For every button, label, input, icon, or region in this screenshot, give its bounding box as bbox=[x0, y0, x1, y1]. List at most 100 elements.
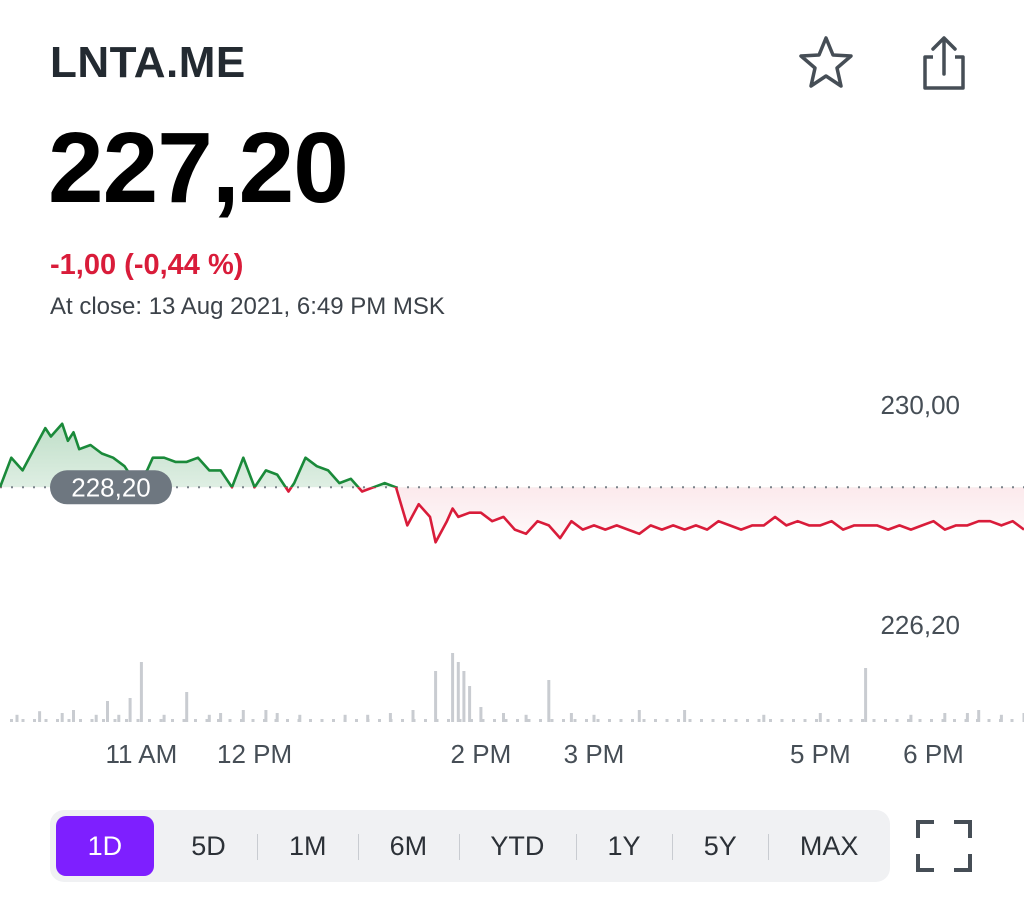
volume-bar bbox=[264, 710, 268, 722]
x-axis-tick-label: 3 PM bbox=[564, 739, 625, 769]
volume-baseline-dot bbox=[378, 719, 381, 722]
volume-baseline-dot bbox=[884, 719, 887, 722]
x-axis-tick-label: 5 PM bbox=[790, 739, 851, 769]
volume-baseline-dot bbox=[309, 719, 312, 722]
watchlist-button[interactable] bbox=[796, 33, 856, 93]
price-chart[interactable]: 228,20 230,00 226,20 11 AM 12 PM 2 PM 3 PM 5 PM… bbox=[0, 370, 1024, 770]
volume-bar bbox=[479, 707, 483, 722]
volume-baseline-dot bbox=[79, 719, 82, 722]
volume-baseline-dot bbox=[562, 719, 565, 722]
share-icon bbox=[923, 36, 965, 90]
volume-bar bbox=[219, 713, 223, 722]
volume-baseline-dot bbox=[424, 719, 427, 722]
previous-close-label: 228,20 bbox=[71, 472, 151, 502]
volume-baseline-dot bbox=[33, 719, 36, 722]
volume-baseline-dot bbox=[953, 719, 956, 722]
area-below-prev-close bbox=[285, 487, 1024, 543]
volume-bar bbox=[683, 710, 687, 722]
fullscreen-button[interactable] bbox=[912, 816, 976, 876]
range-button-5y[interactable]: 5Y bbox=[672, 816, 768, 876]
volume-bar bbox=[864, 668, 868, 722]
volume-baseline-dot bbox=[539, 719, 542, 722]
volume-bar bbox=[762, 714, 766, 722]
volume-bar bbox=[207, 714, 211, 722]
volume-baseline-dot bbox=[102, 719, 105, 722]
range-button-6m[interactable]: 6M bbox=[358, 816, 459, 876]
volume-baseline-dot bbox=[228, 719, 232, 722]
volume-baseline-dot bbox=[67, 719, 71, 722]
volume-baseline-dot bbox=[251, 719, 255, 722]
volume-baseline-dot bbox=[320, 719, 324, 722]
volume-bar bbox=[434, 671, 438, 722]
volume-baseline-dot bbox=[355, 719, 358, 722]
volume-baseline-dot bbox=[895, 719, 899, 722]
range-button-1y[interactable]: 1Y bbox=[575, 816, 672, 876]
volume-bar bbox=[298, 714, 302, 722]
volume-baseline-dot bbox=[688, 719, 692, 722]
volume-baseline-dot bbox=[941, 719, 945, 722]
range-button-max[interactable]: MAX bbox=[768, 816, 890, 876]
x-axis-tick-label: 6 PM bbox=[903, 739, 964, 769]
volume-baseline-dot bbox=[573, 719, 577, 722]
price-change: -1,00 (-0,44 %) bbox=[50, 249, 244, 281]
volume-baseline-dot bbox=[10, 719, 13, 722]
volume-baseline-dot bbox=[240, 719, 243, 722]
volume-bar bbox=[462, 671, 466, 722]
volume-baseline-dot bbox=[481, 719, 485, 722]
volume-baseline-dot bbox=[930, 719, 933, 722]
volume-bar bbox=[72, 710, 75, 722]
volume-bar bbox=[502, 713, 505, 722]
range-button-5d[interactable]: 5D bbox=[191, 830, 226, 861]
fullscreen-icon bbox=[916, 820, 972, 872]
volume-bar bbox=[411, 710, 415, 722]
volume-baseline-dot bbox=[642, 719, 646, 722]
volume-baseline-dot bbox=[654, 719, 657, 722]
volume-baseline-dot bbox=[458, 719, 462, 722]
volume-baseline-dot bbox=[136, 719, 140, 722]
volume-bar bbox=[637, 710, 641, 722]
volume-bar bbox=[592, 714, 596, 722]
volume-bar bbox=[818, 713, 822, 722]
star-icon bbox=[799, 36, 853, 88]
share-button[interactable] bbox=[914, 33, 974, 93]
volume-bar bbox=[909, 714, 913, 722]
range-button-1d[interactable]: 1D bbox=[56, 816, 154, 876]
volume-baseline-dot bbox=[769, 719, 772, 722]
volume-bar bbox=[965, 713, 969, 722]
volume-baseline-dot bbox=[125, 719, 128, 722]
range-button-ytd[interactable]: YTD bbox=[458, 816, 576, 876]
volume-baseline-dot bbox=[734, 719, 738, 722]
volume-bar bbox=[977, 710, 981, 722]
volume-baseline-dot bbox=[401, 719, 404, 722]
volume-baseline-dot bbox=[918, 719, 922, 722]
ticker-symbol: LNTA.ME bbox=[50, 38, 246, 87]
volume-baseline-dot bbox=[907, 719, 910, 722]
x-axis-tick-label: 11 AM bbox=[106, 739, 178, 769]
volume-baseline-dot bbox=[700, 719, 703, 722]
volume-bar bbox=[468, 686, 472, 722]
volume-baseline-dot bbox=[803, 719, 807, 722]
volume-bar bbox=[569, 713, 573, 722]
volume-bar bbox=[117, 714, 121, 722]
volume-bar bbox=[1022, 713, 1024, 722]
range-button-1m[interactable]: 1M bbox=[257, 816, 358, 876]
volume-baseline-dot bbox=[1010, 719, 1014, 722]
volume-baseline-dot bbox=[746, 719, 749, 722]
volume-baseline-dot bbox=[205, 719, 209, 722]
volume-baseline-dot bbox=[286, 719, 289, 722]
volume-bar bbox=[106, 701, 109, 722]
volume-baseline-dot bbox=[711, 719, 715, 722]
volume-bar bbox=[60, 713, 64, 722]
volume-baseline-dot bbox=[596, 719, 600, 722]
volume-bar bbox=[15, 714, 19, 722]
volume-bar bbox=[139, 662, 143, 722]
volume-bar bbox=[185, 692, 189, 722]
volume-baseline-dot bbox=[516, 719, 519, 722]
volume-baseline-dot bbox=[447, 719, 450, 722]
volume-baseline-dot bbox=[159, 719, 163, 722]
volume-baseline-dot bbox=[723, 719, 726, 722]
volume-baseline-dot bbox=[585, 719, 588, 722]
volume-baseline-dot bbox=[21, 719, 25, 722]
volume-baseline-dot bbox=[849, 719, 853, 722]
volume-bar bbox=[366, 714, 370, 722]
